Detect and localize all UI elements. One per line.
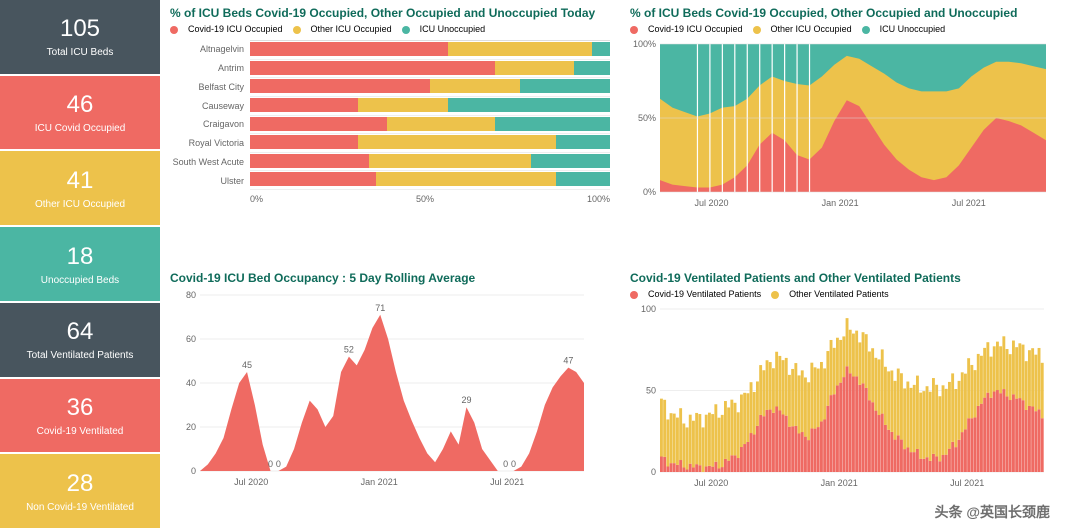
kpi-tile: 18 Unoccupied Beds <box>0 227 160 303</box>
hbar-label: Ulster <box>170 171 250 190</box>
svg-text:20: 20 <box>186 422 196 432</box>
hbar-row <box>250 41 610 60</box>
kpi-value: 28 <box>2 470 158 498</box>
svg-text:100: 100 <box>641 305 656 314</box>
kpi-value: 41 <box>2 167 158 195</box>
kpi-tile: 28 Non Covid-19 Ventilated <box>0 454 160 530</box>
svg-text:0: 0 <box>191 466 196 476</box>
kpi-label: Total ICU Beds <box>2 47 158 58</box>
hbar-label: Belfast City <box>170 78 250 97</box>
kpi-label: Non Covid-19 Ventilated <box>2 502 158 513</box>
svg-text:Jan 2021: Jan 2021 <box>822 198 859 208</box>
svg-text:80: 80 <box>186 290 196 300</box>
svg-text:52: 52 <box>344 345 354 355</box>
hbar-row <box>250 97 610 116</box>
kpi-value: 105 <box>2 15 158 43</box>
chart-svg: 0 50 100 Jul 2020 Jan 2021 Jul 2021 <box>630 305 1050 490</box>
legend-item: Covid-19 Ventilated Patients <box>630 289 761 299</box>
svg-text:0: 0 <box>651 467 656 477</box>
svg-text:Jul 2020: Jul 2020 <box>694 198 728 208</box>
hbar-row <box>250 134 610 153</box>
legend-item: ICU Unoccupied <box>402 24 486 34</box>
kpi-value: 46 <box>2 91 158 119</box>
kpi-tile: 64 Total Ventilated Patients <box>0 303 160 379</box>
legend-item: Covid-19 ICU Occupied <box>630 24 743 34</box>
hbar-label: Altnagelvin <box>170 40 250 59</box>
svg-text:0%: 0% <box>643 187 656 197</box>
hbar-label: South West Acute <box>170 153 250 172</box>
hbar-row <box>250 78 610 97</box>
svg-text:50: 50 <box>646 386 656 396</box>
legend-item: Other ICU Occupied <box>753 24 852 34</box>
hbar-label: Craigavon <box>170 115 250 134</box>
hbar-row <box>250 116 610 135</box>
svg-text:0: 0 <box>503 459 508 469</box>
svg-text:50%: 50% <box>638 113 656 123</box>
panel-hospital-bars: % of ICU Beds Covid-19 Occupied, Other O… <box>160 0 620 265</box>
legend-item: Other ICU Occupied <box>293 24 392 34</box>
svg-text:0: 0 <box>511 459 516 469</box>
legend: Covid-19 ICU Occupied Other ICU Occupied I… <box>170 24 610 34</box>
hbars <box>250 40 610 190</box>
hbar-row <box>250 171 610 190</box>
kpi-label: Covid-19 Ventilated <box>2 426 158 437</box>
svg-text:45: 45 <box>242 360 252 370</box>
hbar-label: Causeway <box>170 96 250 115</box>
kpi-value: 36 <box>2 394 158 422</box>
svg-text:0: 0 <box>276 459 281 469</box>
hbar-row <box>250 153 610 172</box>
legend: Covid-19 ICU Occupied Other ICU Occupied I… <box>630 24 1070 34</box>
svg-text:71: 71 <box>375 303 385 313</box>
svg-text:Jan 2021: Jan 2021 <box>821 478 858 488</box>
svg-text:Jul 2020: Jul 2020 <box>234 477 268 487</box>
legend-item: Covid-19 ICU Occupied <box>170 24 283 34</box>
svg-text:Jan 2021: Jan 2021 <box>361 477 398 487</box>
kpi-tile: 36 Covid-19 Ventilated <box>0 379 160 455</box>
kpi-tile: 41 Other ICU Occupied <box>0 151 160 227</box>
svg-text:0: 0 <box>268 459 273 469</box>
kpi-column: 105 Total ICU Beds 46 ICU Covid Occupied 41 O… <box>0 0 160 530</box>
kpi-label: ICU Covid Occupied <box>2 123 158 134</box>
kpi-value: 64 <box>2 318 158 346</box>
legend-item: ICU Unoccupied <box>862 24 946 34</box>
svg-text:29: 29 <box>461 395 471 405</box>
kpi-label: Unoccupied Beds <box>2 275 158 286</box>
legend: Covid-19 Ventilated Patients Other Ventil… <box>630 289 1070 299</box>
svg-text:60: 60 <box>186 334 196 344</box>
kpi-tile: 46 ICU Covid Occupied <box>0 76 160 152</box>
svg-text:Jul 2021: Jul 2021 <box>952 198 986 208</box>
panel-rolling-average: Covid-19 ICU Bed Occupancy : 5 Day Rolli… <box>160 265 620 530</box>
panel-stacked-area: % of ICU Beds Covid-19 Occupied, Other O… <box>620 0 1080 265</box>
hbar-label: Antrim <box>170 59 250 78</box>
kpi-label: Other ICU Occupied <box>2 199 158 210</box>
svg-text:47: 47 <box>563 356 573 366</box>
kpi-value: 18 <box>2 243 158 271</box>
hbar-row <box>250 60 610 79</box>
svg-text:40: 40 <box>186 378 196 388</box>
svg-text:Jul 2021: Jul 2021 <box>950 478 984 488</box>
hbar-label: Royal Victoria <box>170 134 250 153</box>
panel-ventilated: Covid-19 Ventilated Patients and Other V… <box>620 265 1080 530</box>
svg-text:Jul 2021: Jul 2021 <box>490 477 524 487</box>
legend-item: Other Ventilated Patients <box>771 289 889 299</box>
x-axis: 0%50%100% <box>170 194 610 204</box>
chart-title: % of ICU Beds Covid-19 Occupied, Other O… <box>170 6 610 20</box>
kpi-tile: 105 Total ICU Beds <box>0 0 160 76</box>
chart-title: Covid-19 Ventilated Patients and Other V… <box>630 271 1070 285</box>
kpi-label: Total Ventilated Patients <box>2 350 158 361</box>
chart-svg: 02040608045005271290047Jul 2020Jan 2021J… <box>170 289 590 489</box>
svg-text:100%: 100% <box>633 40 656 49</box>
chart-svg: 0% 50% 100% Jul 2020 Jan 2021 Jul 2021 <box>630 40 1050 210</box>
svg-text:Jul 2020: Jul 2020 <box>694 478 728 488</box>
chart-title: Covid-19 ICU Bed Occupancy : 5 Day Rolli… <box>170 271 610 285</box>
chart-title: % of ICU Beds Covid-19 Occupied, Other O… <box>630 6 1070 20</box>
watermark: 头条 @英国长颈鹿 <box>934 502 1050 522</box>
